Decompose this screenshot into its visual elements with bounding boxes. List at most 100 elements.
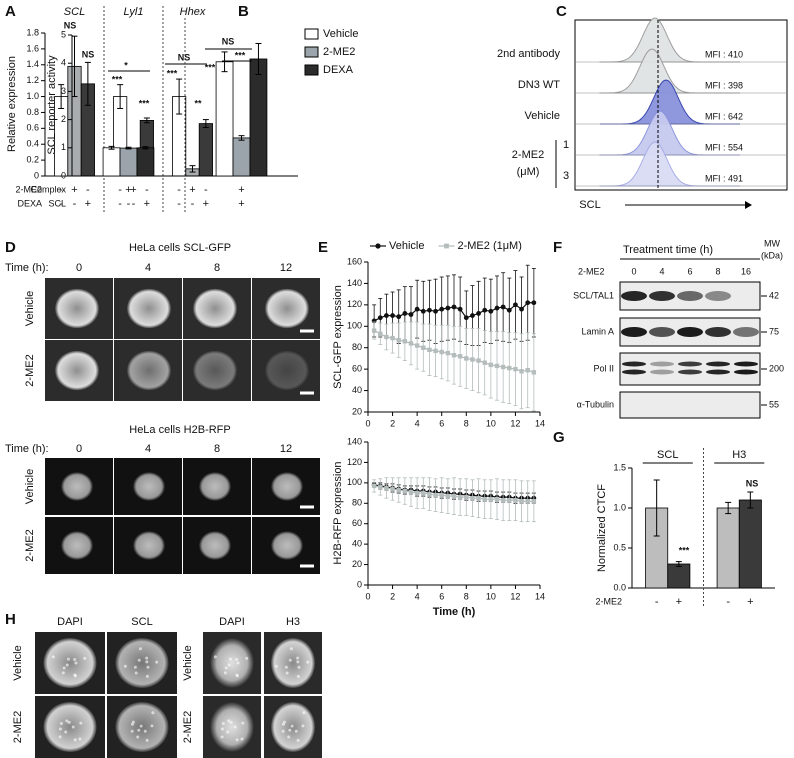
band [677, 291, 703, 301]
panel-title: HeLa cells SCL-GFP [129, 242, 231, 254]
error-bar [202, 119, 209, 129]
group-label: Hhex [180, 6, 206, 18]
speckle [220, 727, 224, 731]
bar [136, 147, 155, 177]
time-value: 0 [76, 443, 82, 455]
group-label: SCL [64, 6, 85, 18]
x-tick-label: 12 [510, 418, 520, 428]
panel-letter: C [556, 3, 567, 20]
panel-letter: F [553, 239, 562, 256]
point [433, 348, 438, 354]
protein-label: Lamin A [581, 326, 614, 336]
point [414, 343, 420, 348]
bar [738, 499, 762, 589]
significance: *** [205, 62, 216, 72]
condition-label: 2-ME2 [595, 596, 622, 606]
point [427, 491, 432, 497]
speckle [224, 666, 228, 670]
point [433, 308, 438, 314]
point [488, 308, 494, 314]
row-label: 3 [563, 170, 569, 182]
time-label: Time (h): [5, 262, 49, 274]
y-tick-label: 1.2 [26, 75, 39, 85]
significance: NS [82, 49, 95, 59]
band [734, 361, 758, 367]
point [464, 494, 469, 500]
bar [232, 137, 251, 177]
y-tick-label: 80 [352, 342, 362, 352]
x-tick-label: 4 [415, 591, 420, 601]
speckle [290, 724, 294, 728]
bar [198, 123, 213, 177]
point [494, 497, 500, 502]
row-label: Vehicle [24, 469, 36, 504]
bar [102, 147, 121, 177]
speckle [241, 721, 245, 725]
condition-mark: - [59, 198, 63, 210]
y-axis-label: Normalized CTCF [596, 484, 608, 572]
significance: *** [167, 68, 178, 78]
condition-mark: + [238, 184, 244, 196]
panel-letter: D [5, 239, 16, 256]
point [378, 331, 383, 336]
speckle [74, 661, 78, 665]
speckle [274, 664, 278, 668]
y-tick-label: 3 [61, 86, 66, 96]
speckle [139, 724, 143, 728]
point [421, 490, 426, 496]
speckle [221, 722, 225, 726]
x-axis-label: Time (h) [433, 606, 476, 618]
point [494, 363, 500, 369]
point [396, 314, 402, 320]
error-bar [221, 51, 228, 73]
row-label: DN3 WT [518, 79, 560, 91]
bar [119, 147, 138, 177]
mfi-label: MFI : 642 [705, 111, 743, 121]
point [507, 365, 512, 371]
speckle [284, 665, 288, 669]
condition-mark: + [238, 198, 244, 210]
point [451, 304, 457, 310]
point [439, 492, 444, 498]
panel-letter: G [553, 429, 565, 446]
point [420, 308, 426, 314]
panel-title: HeLa cells H2B-RFP [129, 424, 230, 436]
speckle [59, 722, 63, 726]
speckle [288, 728, 292, 732]
nucleus [61, 531, 93, 560]
speckle [236, 661, 240, 665]
x-tick-label: 2 [390, 591, 395, 601]
speckle [78, 737, 82, 741]
band [621, 291, 647, 301]
speckle [294, 729, 298, 733]
condition-mark: + [71, 184, 77, 196]
point [445, 493, 451, 499]
y-tick-label: 1.4 [26, 59, 39, 69]
legend-label: 2-ME2 (1μM) [457, 240, 521, 252]
speckle [285, 671, 289, 675]
speckle [229, 720, 233, 724]
significance: *** [112, 74, 123, 84]
point [427, 307, 432, 313]
legend-label: Vehicle [323, 28, 358, 40]
speckle [58, 727, 62, 731]
y-tick-label: 0.8 [26, 107, 39, 117]
row-label: Vehicle [24, 291, 36, 326]
x-tick-label: 6 [439, 418, 444, 428]
speckle [130, 722, 134, 726]
y-tick-label: 1.0 [613, 502, 626, 512]
speckle [123, 664, 127, 668]
x-tick-label: 10 [486, 418, 496, 428]
significance: NS [64, 20, 77, 30]
condition-mark: + [747, 596, 753, 608]
speckle [223, 671, 227, 675]
x-tick-label: 10 [486, 591, 496, 601]
error-bar [653, 479, 660, 537]
point [519, 369, 524, 374]
point [513, 366, 518, 372]
speckle [235, 658, 239, 662]
mfi-label: MFI : 410 [705, 49, 743, 59]
nucleus [55, 288, 99, 329]
point [525, 499, 530, 504]
band [678, 369, 702, 375]
